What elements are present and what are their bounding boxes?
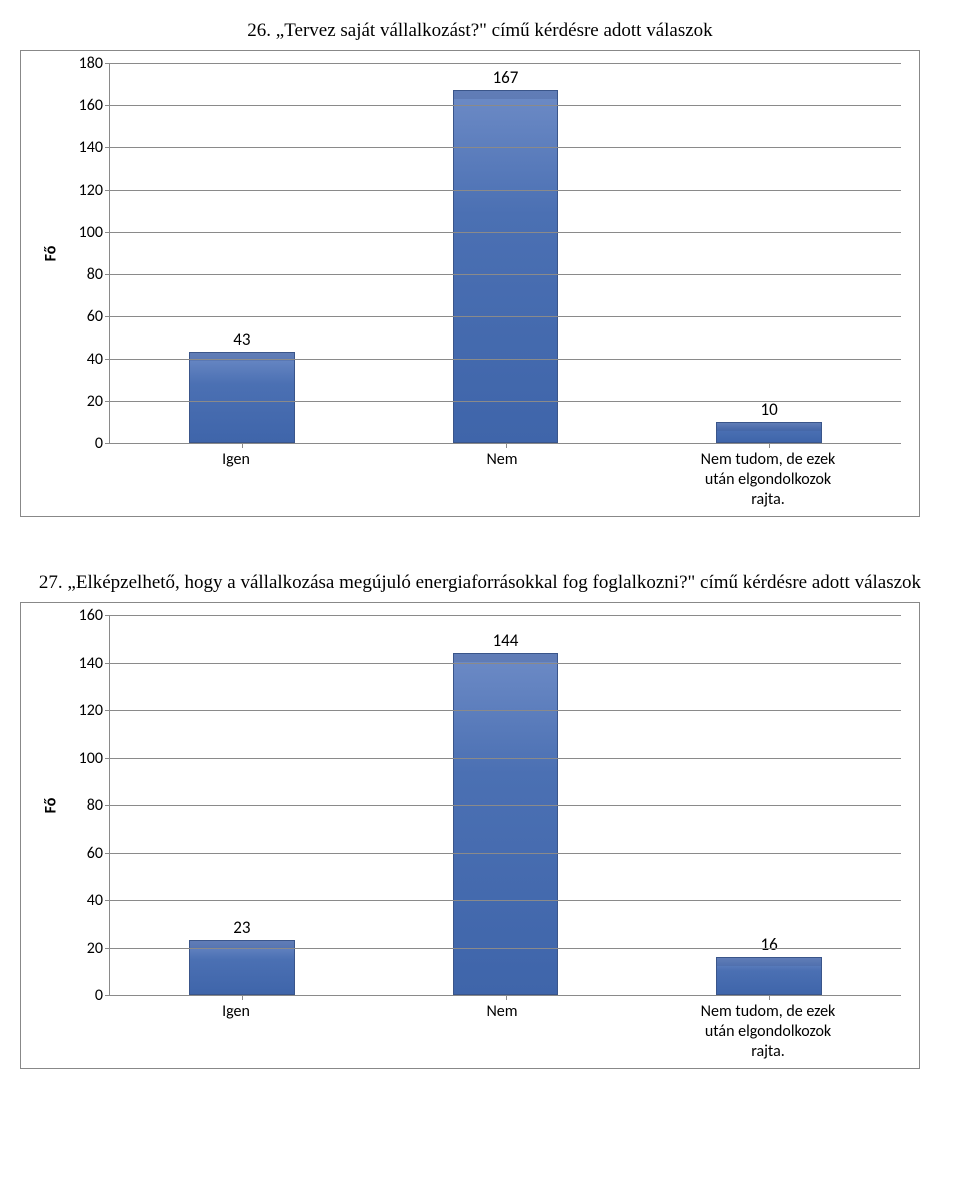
chart2-plot-area: 23 144 16: [109, 615, 901, 996]
bar: 10: [716, 422, 821, 443]
y-tick-label: 20: [87, 392, 103, 411]
chart1-x-labels: Igen Nem Nem tudom, de ezekután elgondol…: [39, 444, 901, 510]
chart1-box: Fő 180 160 140 120 100 80 60 40 20 0 43 167 10 Igen…: [20, 50, 920, 517]
y-tick-label: 160: [79, 606, 103, 625]
chart1-y-axis-label: Fő: [39, 63, 63, 444]
y-tick-label: 140: [79, 654, 103, 673]
y-tick-label: 0: [95, 986, 103, 1005]
y-tick-label: 180: [79, 54, 103, 73]
chart2-y-axis-label: Fő: [39, 615, 63, 996]
y-tick-label: 60: [87, 307, 103, 326]
chart2-x-labels: Igen Nem Nem tudom, de ezekután elgondol…: [39, 996, 901, 1062]
y-tick-label: 120: [79, 181, 103, 200]
y-tick-label: 120: [79, 701, 103, 720]
bar: 43: [189, 352, 294, 443]
y-tick-label: 20: [87, 939, 103, 958]
bar-slot: 167: [374, 63, 638, 443]
bar-value-label: 167: [493, 67, 519, 88]
chart2-box: Fő 160 140 120 100 80 60 40 20 0 23 144 16 Igen Ne…: [20, 602, 920, 1069]
chart1-x-label-0: Igen: [103, 444, 369, 510]
y-tick-label: 60: [87, 844, 103, 863]
y-tick-label: 100: [79, 223, 103, 242]
bar-value-label: 16: [761, 934, 778, 955]
y-tick-label: 80: [87, 796, 103, 815]
y-tick-label: 40: [87, 891, 103, 910]
chart1-x-label-2: Nem tudom, de ezekután elgondolkozokrajt…: [635, 444, 901, 510]
chart1-title: 26. „Tervez saját vállalkozást?" című ké…: [20, 20, 940, 42]
chart2-title: 27. „Elképzelhető, hogy a vállalkozása m…: [20, 572, 940, 594]
bar-slot: 43: [110, 63, 374, 443]
chart2-x-label-0: Igen: [103, 996, 369, 1062]
bar-value-label: 43: [233, 329, 250, 350]
chart2-x-label-2: Nem tudom, de ezekután elgondolkozokrajt…: [635, 996, 901, 1062]
bar: 16: [716, 957, 821, 995]
chart2-y-ticks: 160140120100806040200: [63, 615, 109, 995]
y-tick-label: 80: [87, 265, 103, 284]
bar-slot: 10: [637, 63, 901, 443]
chart2-x-label-1: Nem: [369, 996, 635, 1062]
chart1-plot-area: 43 167 10: [109, 63, 901, 444]
bar-value-label: 23: [233, 917, 250, 938]
y-tick-label: 0: [95, 434, 103, 453]
y-tick-label: 160: [79, 96, 103, 115]
bar-value-label: 10: [761, 399, 778, 420]
bar: 23: [189, 940, 294, 995]
bar-value-label: 144: [493, 630, 519, 651]
bar: 144: [453, 653, 558, 995]
y-tick-label: 100: [79, 749, 103, 768]
chart1-x-label-1: Nem: [369, 444, 635, 510]
bar: 167: [453, 90, 558, 443]
chart1-y-ticks: 180160140120100806040200: [63, 63, 109, 443]
y-tick-label: 40: [87, 350, 103, 369]
y-tick-label: 140: [79, 138, 103, 157]
